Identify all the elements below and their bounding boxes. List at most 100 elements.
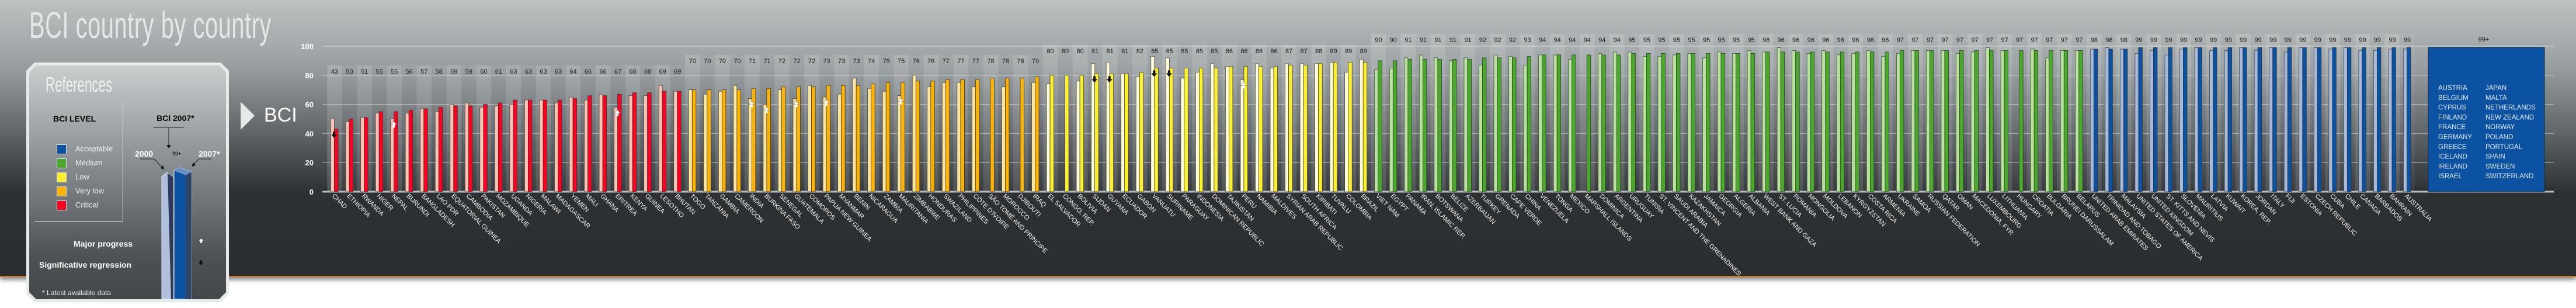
bar-2007 <box>1661 53 1666 192</box>
value-label: 59 <box>465 68 472 75</box>
value-label: 99 <box>2374 37 2381 44</box>
value-label: 60 <box>480 68 487 75</box>
value-label: 75 <box>898 58 905 65</box>
bar-2000 <box>450 104 454 192</box>
top-group-country: POLAND <box>2485 134 2513 141</box>
bar-2000 <box>1657 56 1662 192</box>
bar-2000 <box>1463 57 1468 192</box>
value-label: 71 <box>763 58 770 65</box>
bar-2007 <box>647 92 652 192</box>
bar-2007 <box>1378 60 1382 192</box>
value-label: 95 <box>1673 37 1680 44</box>
bar-2000 <box>420 108 425 192</box>
bar-2007 <box>2033 50 2039 192</box>
bar-2000 <box>733 85 738 192</box>
arrow-up-stem <box>765 110 768 113</box>
value-label: 94 <box>1584 37 1591 44</box>
value-label: 72 <box>808 58 815 65</box>
value-label: 81 <box>1107 48 1114 55</box>
value-label: 63 <box>555 68 562 75</box>
bar-2007 <box>1482 57 1487 192</box>
bar-2007 <box>2257 47 2262 192</box>
bar-2007 <box>423 108 428 192</box>
value-label: 77 <box>943 58 950 65</box>
value-label: 95 <box>1658 37 1665 44</box>
year-2000-label: 2000 <box>135 149 154 158</box>
value-label: 95 <box>1628 37 1635 44</box>
bar-2000 <box>1508 56 1513 192</box>
bar-2000 <box>1926 50 1930 192</box>
top-group-country: NEW ZEALAND <box>2485 114 2534 121</box>
value-label: 92 <box>1509 37 1516 44</box>
bar-2000 <box>1866 50 1871 192</box>
bar-2007 <box>691 89 697 192</box>
page-title: BCI country by country <box>29 4 272 46</box>
bar-2000 <box>2373 50 2377 192</box>
bar-2007 <box>1914 50 1919 192</box>
bar-2007 <box>1855 51 1859 192</box>
bar-2007 <box>602 95 607 192</box>
level-label: Low <box>75 172 89 181</box>
bar-2007 <box>1049 75 1054 192</box>
bar-2000 <box>1150 56 1155 192</box>
level-swatch <box>57 186 67 196</box>
value-label: 85 <box>1166 48 1173 55</box>
value-label: 97 <box>2016 37 2023 44</box>
legend-panel: References BCI LEVEL Acceptable Medium Low… <box>26 63 229 302</box>
bar-2007 <box>1720 53 1725 192</box>
value-label: 70 <box>733 58 741 65</box>
bar-2007 <box>408 110 413 192</box>
bar-2000 <box>658 85 663 192</box>
bar-2000 <box>509 104 514 192</box>
level-swatch <box>57 172 67 182</box>
bar-2000 <box>1359 59 1364 192</box>
bar-2007 <box>438 107 443 192</box>
value-label: 97 <box>1956 37 1963 44</box>
top-group-country: ICELAND <box>2438 154 2467 161</box>
bar-2007 <box>364 117 369 192</box>
bar-2007 <box>856 85 860 192</box>
value-label: 57 <box>420 68 427 75</box>
value-label: 97 <box>2061 37 2068 44</box>
value-label: 95 <box>1643 37 1650 44</box>
value-label: 78 <box>1002 58 1009 65</box>
bar-2000 <box>1002 86 1006 192</box>
bar-2007 <box>1094 73 1099 192</box>
bar-2007 <box>1333 62 1338 192</box>
bar-2000 <box>1225 66 1229 192</box>
bar-2000 <box>1299 63 1304 192</box>
value-label: 87 <box>1285 48 1292 55</box>
value-label: 96 <box>1762 37 1770 44</box>
value-label: 95 <box>1718 37 1725 44</box>
bar-2000 <box>1329 62 1334 192</box>
value-label: 61 <box>495 68 502 75</box>
arrow-down-icon <box>331 134 337 138</box>
value-label: 91 <box>1464 37 1471 44</box>
value-label: 69 <box>674 68 681 75</box>
bar-2007 <box>2227 47 2232 192</box>
bar-2000 <box>1374 69 1379 192</box>
value-label: 85 <box>1181 48 1188 55</box>
play-triangle-icon <box>241 102 255 130</box>
bar-2007 <box>1005 78 1010 192</box>
bar-2000 <box>1777 47 1781 192</box>
bar-2000 <box>808 85 812 192</box>
bar-2000 <box>867 88 872 192</box>
value-label: 99 <box>2269 37 2276 44</box>
bar-2007 <box>378 111 383 192</box>
value-label: 80 <box>1047 48 1054 55</box>
value-label: 63 <box>540 68 547 75</box>
bar-2007 <box>1214 67 1218 192</box>
value-label: 99 <box>2240 37 2247 44</box>
arrow-up-stem <box>750 104 753 108</box>
value-label: 81 <box>1121 48 1128 55</box>
bar-2007 <box>1765 51 1770 192</box>
value-label: 99 <box>2150 37 2157 44</box>
value-label: 89 <box>1330 48 1337 55</box>
value-label: 74 <box>868 58 875 65</box>
arrow-down-icon <box>1106 79 1113 83</box>
bar-2000 <box>554 102 558 192</box>
arrow-up-stem <box>899 101 902 105</box>
bar-2000 <box>1121 73 1125 192</box>
